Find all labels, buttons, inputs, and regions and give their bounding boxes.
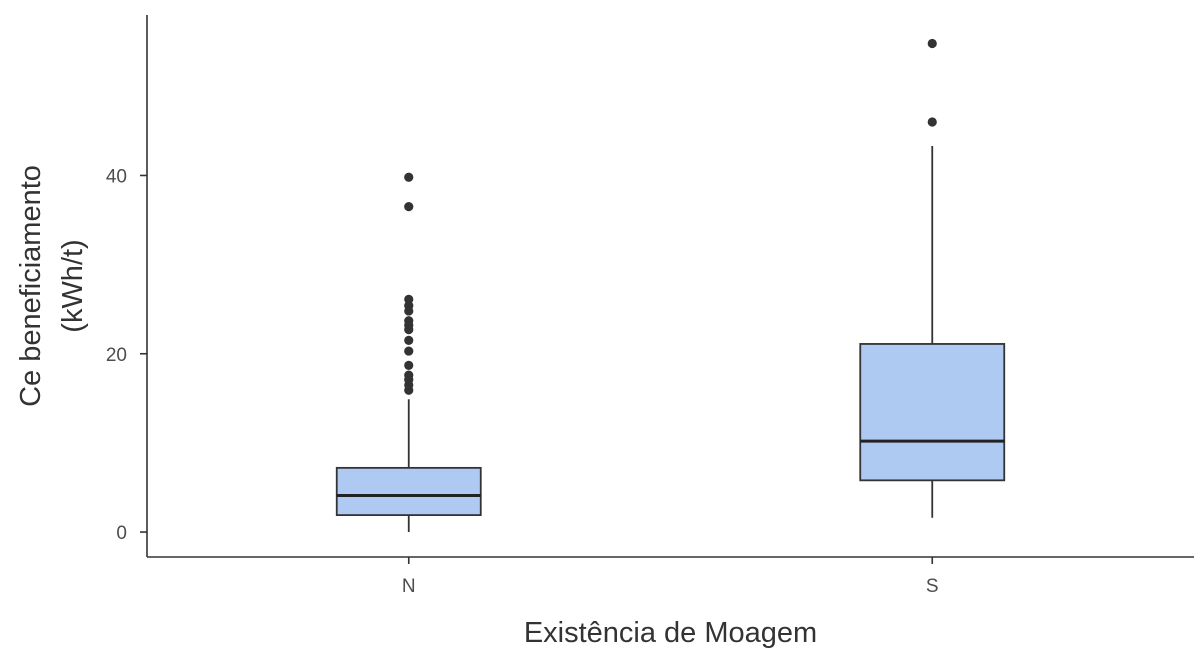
outlier-point bbox=[404, 202, 414, 212]
x-axis-title: Existência de Moagem bbox=[524, 617, 817, 648]
box-N bbox=[335, 172, 482, 533]
outlier-point bbox=[404, 346, 414, 356]
box-S bbox=[859, 38, 1006, 518]
outlier-point bbox=[404, 335, 414, 345]
y-tick-label: 20 bbox=[106, 345, 127, 366]
outlier-point bbox=[404, 370, 414, 380]
y-axis-title-line: (kWh/t) bbox=[57, 239, 89, 332]
y-axis-title-line: Ce beneficiamento bbox=[15, 165, 47, 407]
outlier-point bbox=[404, 360, 414, 370]
y-tick-label: 0 bbox=[116, 523, 127, 544]
box-iqr bbox=[859, 343, 1006, 482]
outlier-point bbox=[927, 117, 937, 127]
y-axis-ticks: 0 20 40 bbox=[106, 166, 147, 544]
box-series bbox=[335, 38, 1006, 533]
outlier-point bbox=[404, 294, 414, 304]
box-iqr bbox=[335, 466, 482, 517]
outlier-point bbox=[927, 38, 937, 49]
y-axis-title: Ce beneficiamento (kWh/t) bbox=[15, 165, 89, 407]
y-tick-label: 40 bbox=[106, 166, 127, 187]
outlier-point bbox=[404, 316, 414, 326]
x-tick-label: S bbox=[926, 576, 939, 597]
outlier-point bbox=[404, 172, 414, 182]
x-tick-label: N bbox=[402, 576, 416, 597]
